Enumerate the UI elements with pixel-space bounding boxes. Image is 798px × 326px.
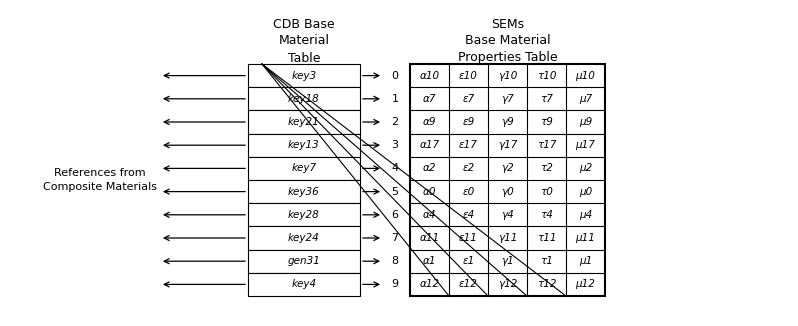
Text: γ11: γ11 <box>498 233 517 243</box>
Text: 3: 3 <box>392 140 398 150</box>
Text: μ17: μ17 <box>575 140 595 150</box>
Text: key28: key28 <box>288 210 320 220</box>
Text: τ9: τ9 <box>540 117 553 127</box>
Bar <box>410 64 605 296</box>
Text: μ10: μ10 <box>575 71 595 81</box>
Text: μ4: μ4 <box>579 210 592 220</box>
Text: 1: 1 <box>392 94 398 104</box>
Text: ε0: ε0 <box>462 186 475 197</box>
Text: μ12: μ12 <box>575 279 595 289</box>
Text: key18: key18 <box>288 94 320 104</box>
Text: 7: 7 <box>392 233 398 243</box>
Text: τ7: τ7 <box>540 94 553 104</box>
Text: α11: α11 <box>420 233 440 243</box>
Text: key7: key7 <box>291 163 317 173</box>
Text: γ0: γ0 <box>501 186 514 197</box>
Text: μ0: μ0 <box>579 186 592 197</box>
Text: τ12: τ12 <box>537 279 556 289</box>
Bar <box>248 87 360 111</box>
Text: τ10: τ10 <box>537 71 556 81</box>
Bar <box>248 111 360 134</box>
Text: ε9: ε9 <box>462 117 475 127</box>
Text: μ2: μ2 <box>579 163 592 173</box>
Text: ε4: ε4 <box>462 210 475 220</box>
Text: γ9: γ9 <box>501 117 514 127</box>
Text: key36: key36 <box>288 186 320 197</box>
Text: γ17: γ17 <box>498 140 517 150</box>
Text: References from
Composite Materials: References from Composite Materials <box>43 168 157 192</box>
Text: τ1: τ1 <box>540 256 553 266</box>
Text: α2: α2 <box>423 163 437 173</box>
Text: τ2: τ2 <box>540 163 553 173</box>
Text: τ11: τ11 <box>537 233 556 243</box>
Text: 9: 9 <box>392 279 398 289</box>
Bar <box>248 157 360 180</box>
Text: γ12: γ12 <box>498 279 517 289</box>
Text: α0: α0 <box>423 186 437 197</box>
Text: α10: α10 <box>420 71 440 81</box>
Text: τ17: τ17 <box>537 140 556 150</box>
Text: τ0: τ0 <box>540 186 553 197</box>
Text: α1: α1 <box>423 256 437 266</box>
Text: γ10: γ10 <box>498 71 517 81</box>
Text: key4: key4 <box>291 279 317 289</box>
Text: γ7: γ7 <box>501 94 514 104</box>
Text: key3: key3 <box>291 71 317 81</box>
Text: ε7: ε7 <box>462 94 475 104</box>
Text: ε1: ε1 <box>462 256 475 266</box>
Text: α12: α12 <box>420 279 440 289</box>
Text: α17: α17 <box>420 140 440 150</box>
Bar <box>248 273 360 296</box>
Bar <box>248 180 360 203</box>
Text: τ4: τ4 <box>540 210 553 220</box>
Text: key21: key21 <box>288 117 320 127</box>
Text: gen31: gen31 <box>287 256 321 266</box>
Text: μ1: μ1 <box>579 256 592 266</box>
Bar <box>248 226 360 250</box>
Text: γ1: γ1 <box>501 256 514 266</box>
Text: μ9: μ9 <box>579 117 592 127</box>
Text: 8: 8 <box>392 256 398 266</box>
Text: key13: key13 <box>288 140 320 150</box>
Text: SEMs
Base Material
Properties Table: SEMs Base Material Properties Table <box>458 18 557 65</box>
Text: 4: 4 <box>392 163 398 173</box>
Text: ε2: ε2 <box>462 163 475 173</box>
Text: γ4: γ4 <box>501 210 514 220</box>
Text: 5: 5 <box>392 186 398 197</box>
Text: 0: 0 <box>392 71 398 81</box>
Text: ε10: ε10 <box>459 71 478 81</box>
Text: ε17: ε17 <box>459 140 478 150</box>
Text: 6: 6 <box>392 210 398 220</box>
Text: CDB Base
Material
Table: CDB Base Material Table <box>273 18 335 65</box>
Bar <box>248 134 360 157</box>
Text: ε11: ε11 <box>459 233 478 243</box>
Text: α9: α9 <box>423 117 437 127</box>
Text: α7: α7 <box>423 94 437 104</box>
Bar <box>248 250 360 273</box>
Text: key24: key24 <box>288 233 320 243</box>
Text: α4: α4 <box>423 210 437 220</box>
Text: 2: 2 <box>392 117 398 127</box>
Text: γ2: γ2 <box>501 163 514 173</box>
Bar <box>248 64 360 87</box>
Bar <box>248 203 360 226</box>
Text: ε12: ε12 <box>459 279 478 289</box>
Text: μ7: μ7 <box>579 94 592 104</box>
Text: μ11: μ11 <box>575 233 595 243</box>
